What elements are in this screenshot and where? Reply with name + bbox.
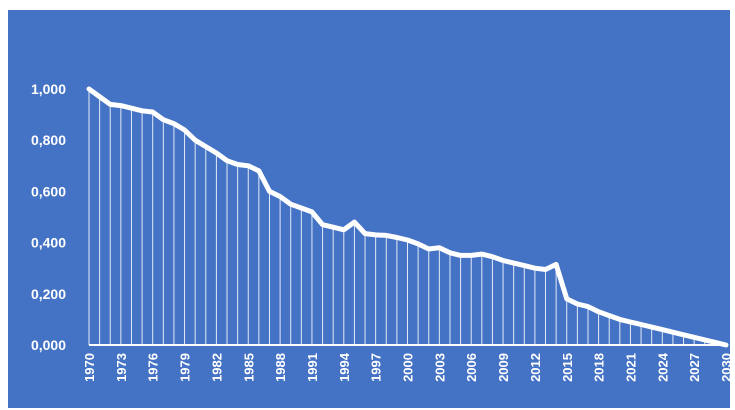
data-point-1979 — [183, 128, 187, 132]
data-point-1980 — [193, 138, 197, 142]
x-tick-label: 1985 — [241, 353, 256, 382]
data-point-1995 — [352, 220, 356, 224]
chart-background — [8, 10, 730, 408]
y-tick-label: 1,000 — [31, 81, 66, 97]
data-point-1972 — [108, 102, 112, 106]
x-tick-label: 2000 — [401, 353, 416, 382]
drop-lines — [88, 89, 716, 345]
data-point-1978 — [172, 122, 176, 126]
y-tick-label: 0,800 — [31, 132, 66, 148]
data-point-2022 — [639, 323, 643, 327]
x-tick-label: 2009 — [496, 353, 511, 382]
data-point-2006 — [469, 253, 473, 257]
data-point-2010 — [512, 261, 516, 265]
data-point-2023 — [650, 325, 654, 329]
data-point-1992 — [321, 223, 325, 227]
data-point-1971 — [98, 95, 102, 99]
y-tick-label: 0,600 — [31, 183, 66, 199]
data-point-2017 — [586, 305, 590, 309]
data-point-1990 — [299, 206, 303, 210]
data-point-1984 — [236, 163, 240, 167]
x-tick-label: 2015 — [560, 353, 575, 382]
x-tick-label: 1982 — [209, 353, 224, 382]
data-point-2025 — [671, 330, 675, 334]
x-tick-label: 1994 — [337, 352, 352, 382]
data-point-1985 — [246, 164, 250, 168]
data-point-1997 — [374, 233, 378, 237]
data-point-2030 — [724, 343, 728, 347]
x-tick-label: 2030 — [719, 353, 734, 382]
data-point-2004 — [448, 251, 452, 255]
data-point-1996 — [363, 232, 367, 236]
x-tick-label: 2003 — [432, 353, 447, 382]
x-tick-label: 1970 — [82, 353, 97, 382]
data-point-2007 — [480, 252, 484, 256]
x-tick-label: 1997 — [369, 353, 384, 382]
data-point-1991 — [310, 210, 314, 214]
data-point-2026 — [682, 333, 686, 337]
data-point-2009 — [501, 259, 505, 263]
data-point-1989 — [289, 202, 293, 206]
data-point-1975 — [140, 109, 144, 113]
x-tick-label: 2012 — [528, 353, 543, 382]
data-point-2021 — [628, 320, 632, 324]
y-tick-label: 0,400 — [31, 235, 66, 251]
data-point-1993 — [331, 225, 335, 229]
data-point-2015 — [565, 297, 569, 301]
data-point-2000 — [406, 238, 409, 242]
data-point-2011 — [522, 264, 526, 268]
data-point-1983 — [225, 159, 229, 163]
data-point-2012 — [533, 266, 537, 270]
x-tick-label: 1976 — [146, 353, 161, 382]
x-tick-label: 1991 — [305, 353, 320, 382]
x-tick-label: 2024 — [655, 352, 670, 382]
data-point-2002 — [427, 247, 431, 251]
y-tick-label: 0,200 — [31, 286, 66, 302]
data-point-1999 — [395, 235, 399, 239]
x-tick-label: 1988 — [273, 353, 288, 382]
data-point-2029 — [713, 340, 717, 344]
data-point-1976 — [151, 110, 155, 114]
x-tick-label: 1979 — [178, 353, 193, 382]
data-point-1981 — [204, 145, 208, 149]
x-tick-label: 2006 — [464, 353, 479, 382]
data-point-1973 — [119, 104, 123, 108]
data-point-2003 — [437, 246, 441, 250]
x-tick-label: 2018 — [592, 353, 607, 382]
data-point-1970 — [87, 87, 91, 91]
data-point-1974 — [129, 106, 133, 110]
data-point-2005 — [459, 253, 463, 257]
y-tick-label: 0,000 — [31, 337, 66, 353]
data-point-1986 — [257, 169, 261, 173]
data-point-1994 — [342, 228, 346, 232]
data-point-2024 — [660, 328, 664, 332]
data-point-2027 — [692, 335, 696, 339]
data-point-2016 — [575, 302, 579, 306]
data-points — [87, 87, 728, 347]
x-tick-label: 2021 — [623, 353, 638, 382]
data-point-2008 — [490, 255, 494, 259]
data-point-2018 — [597, 310, 601, 314]
data-point-2014 — [554, 262, 558, 266]
data-point-1988 — [278, 195, 282, 199]
data-point-2019 — [607, 314, 611, 318]
data-point-1982 — [214, 151, 218, 155]
data-point-2028 — [703, 338, 707, 342]
data-point-2020 — [618, 317, 622, 321]
data-point-2001 — [416, 242, 420, 246]
data-point-1977 — [161, 118, 165, 122]
data-point-1987 — [267, 189, 271, 193]
x-tick-label: 2027 — [687, 353, 702, 382]
x-tick-label: 1973 — [114, 353, 129, 382]
data-point-2013 — [544, 267, 548, 271]
data-point-1998 — [384, 233, 388, 237]
